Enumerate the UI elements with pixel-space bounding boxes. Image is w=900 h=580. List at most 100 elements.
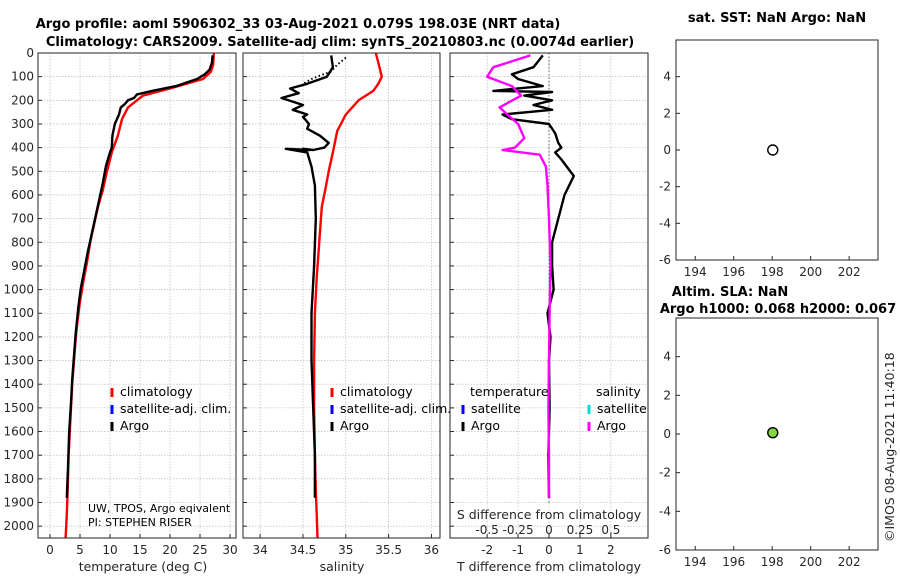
difference-xtick-label: 2 xyxy=(607,543,615,557)
temperature-xtick-label: 20 xyxy=(162,543,177,557)
sdiff-xtick-label: 0.5 xyxy=(601,523,620,537)
temperature-legend-label: satellite-adj. clim. xyxy=(120,401,231,416)
sdiff-xtick-label: -0.5 xyxy=(475,523,498,537)
sst-xtick-label: 202 xyxy=(838,265,861,279)
salinity-series-argo-dotted xyxy=(302,56,347,85)
temperature-xtick-label: 10 xyxy=(102,543,117,557)
difference-xtick-label: 1 xyxy=(576,543,584,557)
sla-xtick-label: 194 xyxy=(684,555,707,569)
depth-tick-label: 1000 xyxy=(3,283,34,297)
depth-tick-label: 2000 xyxy=(3,519,34,533)
salinity-legend-label: Argo xyxy=(340,418,369,433)
difference-series-s-diff-argo xyxy=(485,54,552,498)
sla-point xyxy=(767,426,779,439)
difference-xtick-label: -1 xyxy=(512,543,524,557)
temperature-xtick-label: 30 xyxy=(222,543,237,557)
salinity-series-climatology xyxy=(312,52,383,539)
salinity-legend-label: climatology xyxy=(340,384,413,399)
temperature-xtick-label: 25 xyxy=(192,543,207,557)
imos-watermark: ©IMOS 08-Aug-2021 11:40:18 xyxy=(882,352,897,542)
sst-point xyxy=(767,144,779,156)
sst-xtick-label: 198 xyxy=(761,265,784,279)
sst-ytick-label: -4 xyxy=(659,216,671,230)
depth-tick-label: 1200 xyxy=(3,330,34,344)
note-line-2: PI: STEPHEN RISER xyxy=(88,516,192,529)
sla-ytick-label: -4 xyxy=(659,504,671,518)
depth-tick-label: 1400 xyxy=(3,377,34,391)
sla-panel: 194 196 198 200 202 4 2 0 -2 -4 -6 xyxy=(659,317,879,569)
difference-xtick-label: -2 xyxy=(481,543,493,557)
title-line-2: Climatology: CARS2009. Satellite-adj cli… xyxy=(46,35,634,50)
salinity-frame xyxy=(242,52,441,539)
depth-tick-label: 400 xyxy=(11,141,34,155)
salinity-panel: 34 34.5 35 35.5 36 xyxy=(242,52,441,557)
salinity-series-argo xyxy=(280,55,335,498)
temperature-frame xyxy=(37,52,237,539)
sla-frame xyxy=(675,317,879,551)
temperature-xtick-label: 5 xyxy=(76,543,84,557)
depth-tick-label: 1500 xyxy=(3,401,34,415)
depth-tick-label: 800 xyxy=(11,235,34,249)
sst-frame xyxy=(675,39,879,261)
sdiff-legend-label: Argo xyxy=(597,418,626,433)
sla-ytick-label: 2 xyxy=(663,388,671,402)
panels: 0100200300400500600700800900100011001200… xyxy=(3,39,879,569)
depth-tick-label: 1900 xyxy=(3,496,34,510)
sst-title: sat. SST: NaN Argo: NaN xyxy=(688,11,866,26)
sst-xtick-label: 194 xyxy=(684,265,707,279)
sla-title-2: Argo h1000: 0.068 h2000: 0.067 xyxy=(660,302,896,317)
difference-panel: -2 -1 0 1 2 -0.5 -0.25 0 0.25 0.5 xyxy=(449,52,649,557)
depth-tick-label: 600 xyxy=(11,188,34,202)
salinity-xtick-label: 35.5 xyxy=(375,543,402,557)
sst-ytick-label: 2 xyxy=(663,106,671,120)
tdiff-legend-label: satellite xyxy=(471,401,521,416)
sdiff-xtick-label: -0.25 xyxy=(503,523,534,537)
sla-xtick-label: 200 xyxy=(799,555,822,569)
tdiff-legend-label: Argo xyxy=(471,418,500,433)
sla-ytick-label: 0 xyxy=(663,427,671,441)
depth-tick-label: 1800 xyxy=(3,472,34,486)
depth-tick-label: 1700 xyxy=(3,448,34,462)
temperature-series-argo xyxy=(65,55,214,498)
temperature-xtick-label: 0 xyxy=(46,543,54,557)
sla-xtick-label: 198 xyxy=(761,555,784,569)
sst-ytick-label: -2 xyxy=(659,180,671,194)
title-line-1: Argo profile: aoml 5906302_33 03-Aug-202… xyxy=(36,17,561,32)
sst-panel: 194 196 198 200 202 4 2 0 -2 -4 -6 xyxy=(659,39,879,279)
sla-ytick-label: -6 xyxy=(659,543,671,557)
tdiff-xlabel: T difference from climatology xyxy=(456,559,642,574)
sdiff-legend-label: satellite xyxy=(597,401,647,416)
salinity-legend-label: satellite-adj. clim. xyxy=(340,401,451,416)
depth-tick-label: 700 xyxy=(11,212,34,226)
difference-series-t-diff-argo xyxy=(492,54,575,498)
salinity-xtick-label: 36 xyxy=(424,543,439,557)
tdiff-legend-header: temperature xyxy=(470,384,549,399)
sdiff-legend-header: salinity xyxy=(596,384,641,399)
depth-tick-label: 1100 xyxy=(3,306,34,320)
sla-ytick-label: 4 xyxy=(663,350,671,364)
depth-tick-label: 300 xyxy=(11,117,34,131)
sst-xtick-label: 200 xyxy=(799,265,822,279)
depth-tick-label: 0 xyxy=(26,46,34,60)
depth-tick-label: 900 xyxy=(11,259,34,273)
depth-tick-label: 100 xyxy=(11,70,34,84)
temperature-legend-label: climatology xyxy=(120,384,193,399)
depth-tick-label: 1300 xyxy=(3,354,34,368)
sla-ytick-label: -2 xyxy=(659,466,671,480)
difference-frame xyxy=(449,52,649,539)
salinity-xlabel: salinity xyxy=(320,559,365,574)
depth-tick-label: 500 xyxy=(11,164,34,178)
sst-ytick-label: 0 xyxy=(663,143,671,157)
depth-tick-label: 1600 xyxy=(3,425,34,439)
sla-title: Altim. SLA: NaN xyxy=(672,285,788,300)
note-line-1: UW, TPOS, Argo eqivalent xyxy=(88,502,231,515)
temperature-legend-label: Argo xyxy=(120,418,149,433)
sdiff-xlabel: S difference from climatology xyxy=(457,507,642,522)
sst-xtick-label: 196 xyxy=(722,265,745,279)
sdiff-xtick-label: 0.25 xyxy=(567,523,594,537)
salinity-xtick-label: 34.5 xyxy=(290,543,317,557)
temperature-panel: 0100200300400500600700800900100011001200… xyxy=(3,46,237,557)
salinity-xtick-label: 35 xyxy=(338,543,353,557)
temperature-xtick-label: 15 xyxy=(132,543,147,557)
